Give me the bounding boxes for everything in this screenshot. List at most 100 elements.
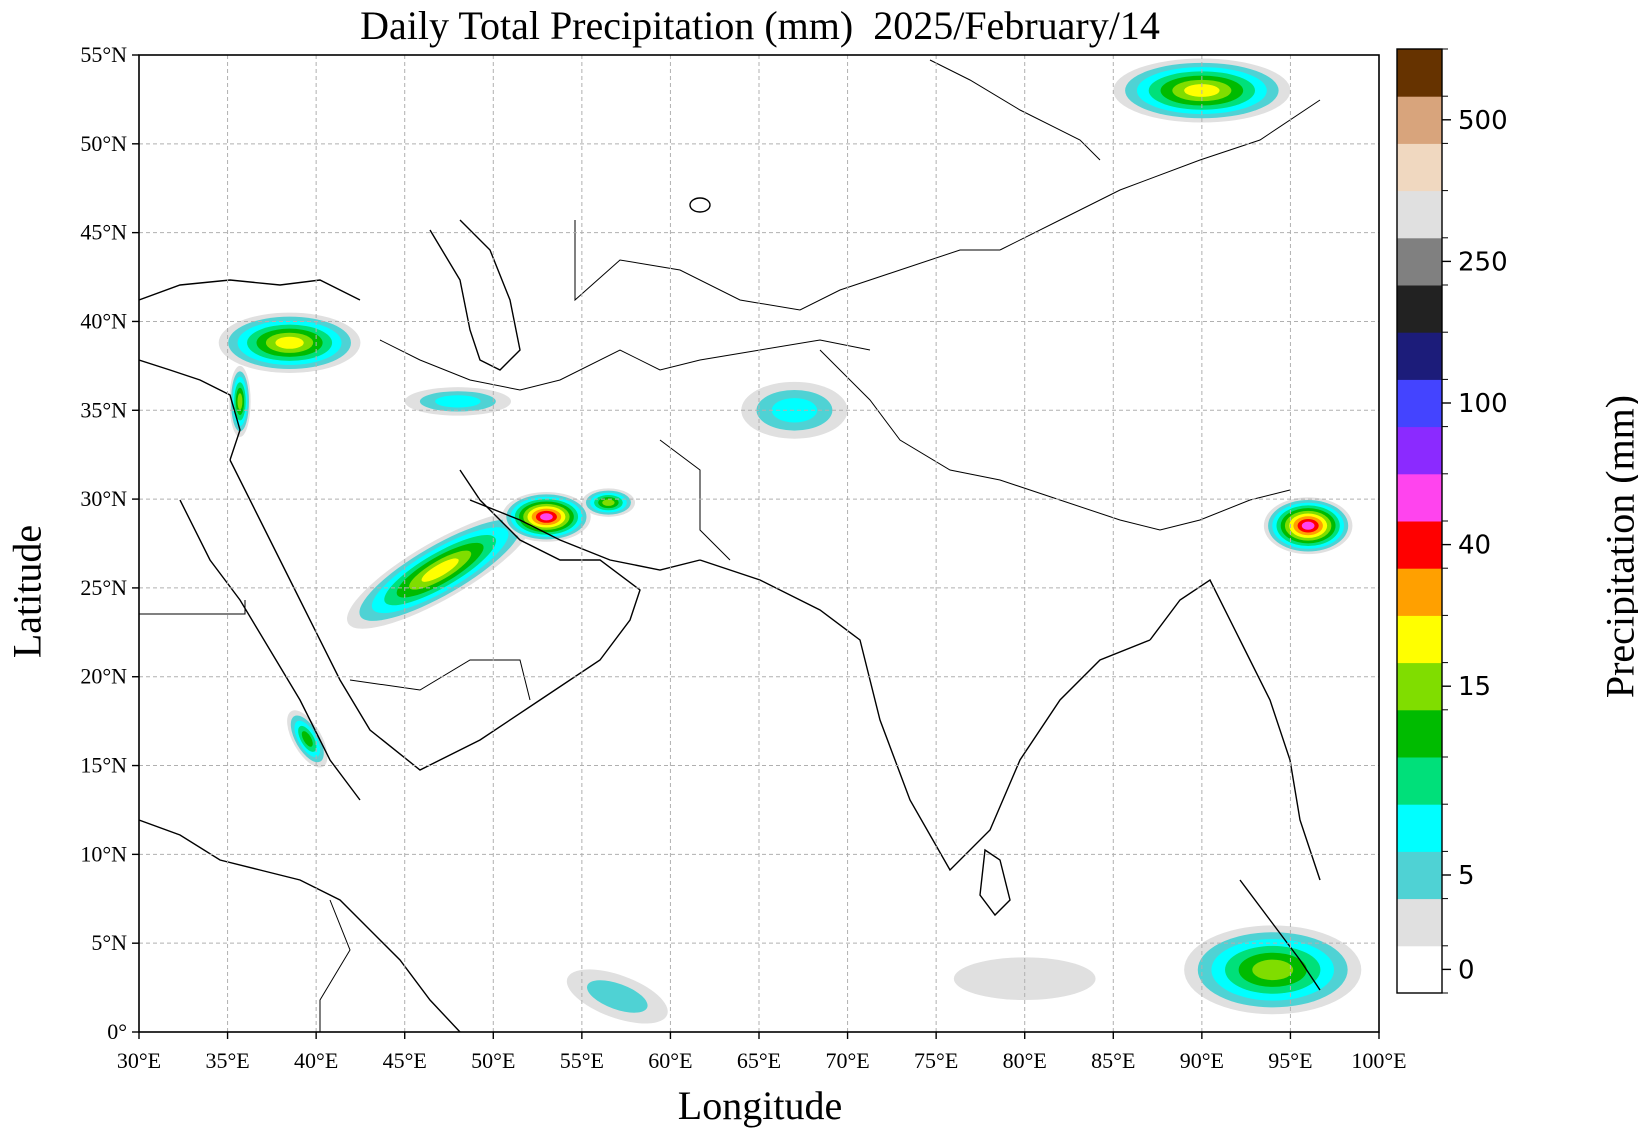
- precip-contour: [953, 957, 1096, 1001]
- y-tick-label: 45°N: [80, 220, 127, 245]
- colorbar-segment: [1397, 49, 1442, 97]
- colorbar-segment: [1397, 96, 1442, 144]
- x-tick-label: 55°E: [560, 1048, 604, 1073]
- chart-title: Daily Total Precipitation (mm) 2025/Febr…: [360, 3, 1160, 48]
- precip-cell: [404, 387, 511, 416]
- coastlines: [139, 197, 1321, 1032]
- x-tick-label: 45°E: [383, 1048, 427, 1073]
- x-tick-label: 95°E: [1268, 1048, 1312, 1073]
- border-line: [929, 59, 1101, 161]
- x-axis-label: Longitude: [677, 1083, 843, 1128]
- coastline-arabia: [229, 459, 641, 771]
- colorbar-segment: [1397, 332, 1442, 380]
- precip-contour: [275, 336, 304, 349]
- border-line: [379, 339, 871, 391]
- coastline-sri-lanka: [979, 848, 1011, 917]
- lake-balkhash: [689, 197, 711, 213]
- y-tick-label: 50°N: [80, 131, 127, 156]
- precip-contour: [771, 398, 818, 423]
- y-tick-label: 10°N: [80, 841, 127, 866]
- coastline-iran: [469, 499, 701, 571]
- y-tick-label: 55°N: [80, 42, 127, 67]
- x-tick-label: 70°E: [825, 1048, 869, 1073]
- y-tick-label: 20°N: [80, 664, 127, 689]
- y-tick-label: 0°: [107, 1019, 127, 1044]
- y-tick-label: 35°N: [80, 397, 127, 422]
- border-line: [349, 659, 531, 701]
- colorbar-tick-label: 250: [1458, 247, 1508, 277]
- colorbar-segment: [1397, 190, 1442, 239]
- border-line: [574, 220, 1000, 311]
- gridlines: [139, 55, 1379, 1032]
- colorbar-tick-label: 15: [1458, 672, 1491, 702]
- y-tick-label: 5°N: [91, 930, 127, 955]
- precipitation-field: [218, 58, 1362, 1024]
- precip-contour: [1301, 521, 1315, 530]
- precip-cell: [741, 381, 848, 439]
- x-tick-label: 100°E: [1351, 1048, 1406, 1073]
- colorbar-segment: [1397, 473, 1442, 522]
- colorbar-segment: [1397, 945, 1442, 994]
- colorbar-tick-label: 100: [1458, 389, 1508, 419]
- x-tick-label: 40°E: [294, 1048, 338, 1073]
- colorbar-segment: [1397, 237, 1442, 286]
- colorbar-segment: [1397, 426, 1442, 475]
- precip-contour: [587, 980, 648, 1013]
- precip-cell: [502, 491, 591, 542]
- coastline-myanmar: [1149, 578, 1321, 881]
- y-tick-label: 25°N: [80, 575, 127, 600]
- colorbar-segment: [1397, 851, 1442, 900]
- precip-contour: [301, 731, 313, 747]
- colorbar: 0 5 15 40 100 250 500: [1396, 48, 1508, 994]
- border-line: [319, 899, 351, 1032]
- x-tick-label: 30°E: [117, 1048, 161, 1073]
- precip-cell: [229, 365, 251, 437]
- x-tick-label: 85°E: [1091, 1048, 1135, 1073]
- precip-cell: [953, 957, 1096, 1001]
- colorbar-tick-label: 500: [1458, 106, 1508, 136]
- coastline-red-sea-west: [179, 499, 361, 801]
- colorbar-segment: [1397, 804, 1442, 852]
- coastline-sumatra: [1239, 879, 1321, 991]
- x-tick-label: 60°E: [648, 1048, 692, 1073]
- precip-cell: [218, 312, 361, 373]
- border-line: [659, 439, 731, 561]
- precip-cell: [581, 488, 636, 517]
- colorbar-segment: [1397, 662, 1442, 711]
- colorbar-tick-label: 40: [1458, 531, 1491, 561]
- border-line: [819, 349, 1291, 531]
- x-tick-label: 75°E: [914, 1048, 958, 1073]
- colorbar-segment: [1397, 379, 1442, 428]
- precip-cell: [1184, 925, 1362, 1015]
- y-tick-label: 15°N: [80, 753, 127, 778]
- colorbar-segment: [1397, 521, 1442, 569]
- precip-cell: [1263, 497, 1353, 555]
- coastline-black-sea: [139, 279, 361, 301]
- precip-contour: [1252, 959, 1294, 981]
- x-axis-ticks: 30°E 35°E 40°E 45°E 50°E 55°E 60°E 65°E 70°E 75°E…: [117, 1032, 1407, 1073]
- colorbar-segment: [1397, 143, 1442, 192]
- x-tick-label: 35°E: [205, 1048, 249, 1073]
- precip-contour: [602, 499, 615, 506]
- border-line: [139, 600, 246, 615]
- coastline-india: [699, 559, 1151, 872]
- x-tick-label: 80°E: [1003, 1048, 1047, 1073]
- country-borders: [139, 59, 1321, 1032]
- coastline-caspian: [429, 219, 521, 371]
- x-tick-label: 65°E: [737, 1048, 781, 1073]
- y-tick-label: 40°N: [80, 308, 127, 333]
- x-tick-label: 90°E: [1180, 1048, 1224, 1073]
- colorbar-segment: [1397, 709, 1442, 758]
- colorbar-segment: [1397, 757, 1442, 805]
- x-tick-label: 50°E: [471, 1048, 515, 1073]
- colorbar-segment: [1397, 615, 1442, 664]
- colorbar-tick-label: 5: [1458, 861, 1475, 891]
- precip-cell: [287, 710, 328, 768]
- y-axis-ticks: 0° 5°N 10°N 15°N 20°N 25°N 30°N 35°N 40°N 45°N 50°…: [80, 42, 139, 1044]
- colorbar-segment: [1397, 898, 1442, 947]
- coastline-africa: [139, 819, 461, 1032]
- border-line: [999, 99, 1321, 251]
- precip-contour: [421, 558, 459, 582]
- colorbar-tick-label: 0: [1458, 955, 1475, 985]
